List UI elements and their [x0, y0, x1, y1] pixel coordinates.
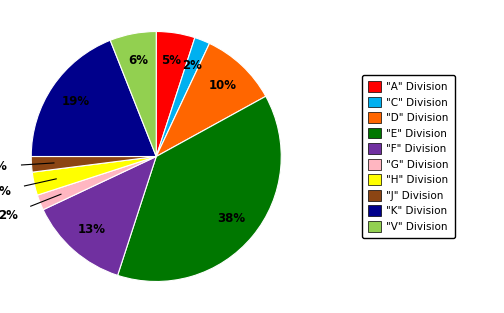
- Text: 3%: 3%: [0, 185, 11, 198]
- Wedge shape: [37, 156, 156, 210]
- Wedge shape: [156, 32, 195, 156]
- Text: 2%: 2%: [0, 209, 18, 222]
- Legend: "A" Division, "C" Division, "D" Division, "E" Division, "F" Division, "G" Divisi: "A" Division, "C" Division, "D" Division…: [362, 75, 455, 238]
- Text: 38%: 38%: [217, 212, 245, 225]
- Wedge shape: [31, 40, 156, 156]
- Text: 10%: 10%: [209, 79, 237, 92]
- Wedge shape: [43, 156, 156, 275]
- Text: 2%: 2%: [0, 160, 7, 173]
- Wedge shape: [31, 156, 156, 172]
- Wedge shape: [110, 32, 156, 156]
- Text: 5%: 5%: [161, 54, 181, 67]
- Text: 19%: 19%: [61, 95, 90, 108]
- Text: 6%: 6%: [128, 54, 148, 67]
- Text: 2%: 2%: [182, 59, 202, 72]
- Wedge shape: [156, 44, 266, 156]
- Text: 13%: 13%: [78, 223, 106, 236]
- Wedge shape: [32, 156, 156, 195]
- Wedge shape: [156, 38, 210, 156]
- Wedge shape: [117, 96, 281, 281]
